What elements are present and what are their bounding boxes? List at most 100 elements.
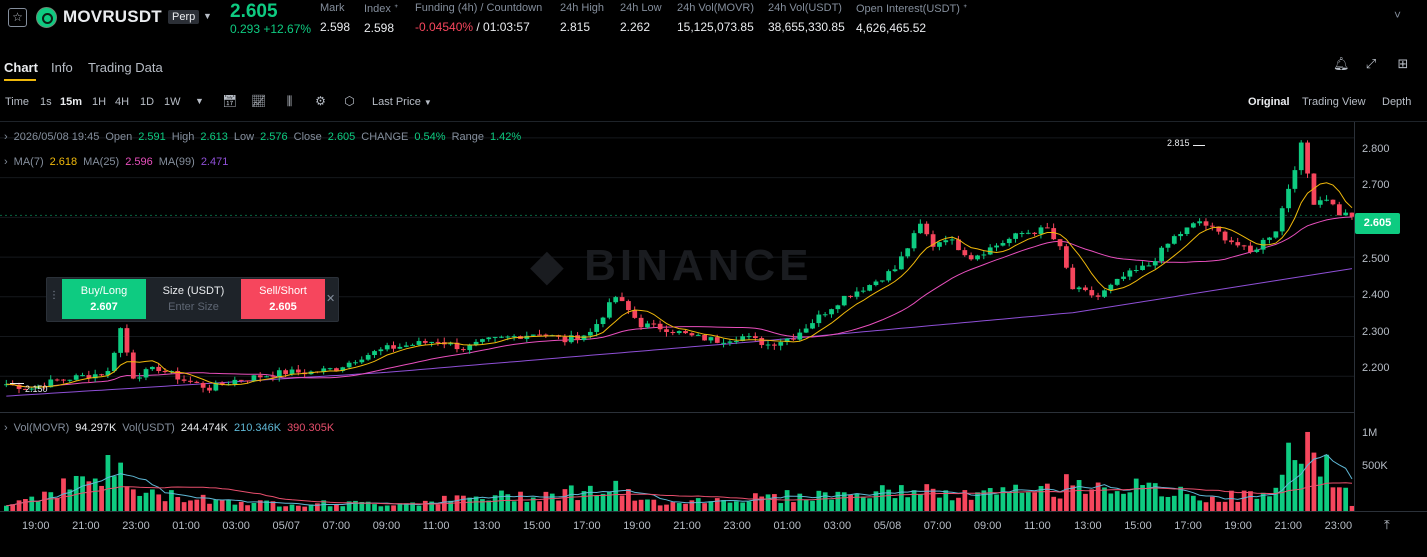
volume-bar: [1038, 486, 1044, 511]
tab-trading-data[interactable]: Trading Data: [88, 60, 163, 75]
volume-ma-lines: [6, 454, 1353, 507]
candle-body: [626, 301, 631, 311]
vol-legend-collapse-chevron-icon[interactable]: ›: [4, 422, 8, 434]
candle-body: [391, 345, 396, 349]
candle-body: [702, 334, 707, 341]
ma99-line: [6, 268, 1353, 397]
symbol-dropdown-chevron-icon[interactable]: ▼: [203, 11, 212, 21]
tools-hexagon-icon[interactable]: ⬡: [344, 94, 355, 108]
ma-legend-collapse-chevron-icon[interactable]: ›: [4, 156, 8, 168]
interval-15m[interactable]: 15m: [60, 96, 83, 108]
candle-body: [791, 338, 796, 340]
layout-grid-icon[interactable]: ⊞: [1397, 56, 1409, 71]
candle-body: [1127, 270, 1133, 277]
price-type-select[interactable]: Last Price ▼: [372, 96, 432, 108]
view-depth[interactable]: Depth: [1382, 96, 1412, 108]
more-intervals-chevron-icon[interactable]: ▼: [195, 96, 204, 106]
close-trade-panel-icon[interactable]: ✕: [326, 293, 336, 305]
price-axis-divider: [1354, 122, 1355, 512]
scroll-to-latest-icon[interactable]: ⤒: [1384, 517, 1390, 532]
volume-bar: [626, 489, 631, 511]
tab-info[interactable]: Info: [51, 60, 73, 75]
volume-bar: [397, 503, 403, 511]
fullscreen-expand-icon[interactable]: ⤢: [1365, 56, 1377, 71]
candle-body: [924, 223, 930, 235]
buy-long-button[interactable]: Buy/Long 2.607: [62, 279, 146, 319]
candle-body: [80, 375, 85, 377]
candle-body: [937, 242, 942, 247]
volume-bar: [1013, 484, 1018, 511]
favorite-star-icon[interactable]: ☆: [8, 8, 27, 27]
volume-bar: [714, 498, 720, 511]
interval-time[interactable]: Time: [5, 96, 30, 108]
interval-1s[interactable]: 1s: [40, 96, 52, 108]
candle-body: [1229, 240, 1234, 243]
view-original[interactable]: Original: [1248, 96, 1290, 108]
size-input-placeholder[interactable]: Enter Size: [168, 301, 219, 313]
interval-1h[interactable]: 1H: [92, 96, 107, 108]
candle-body: [994, 245, 999, 248]
interval-1d[interactable]: 1D: [140, 96, 155, 108]
candle-body: [987, 247, 993, 255]
candle-body: [1140, 265, 1145, 271]
candle-body: [188, 380, 193, 382]
ma7-polyline: [6, 182, 1353, 388]
interval-4h[interactable]: 4H: [115, 96, 130, 108]
sell-short-button[interactable]: Sell/Short 2.605: [241, 279, 325, 319]
interval-1w[interactable]: 1W: [164, 96, 181, 108]
header-collapse-chevron-icon[interactable]: ˅: [1394, 8, 1402, 22]
symbol-name[interactable]: MOVRUSDT: [63, 7, 162, 26]
candle-body: [1330, 199, 1336, 205]
volume-bar: [1051, 496, 1057, 511]
drag-handle-icon[interactable]: ⋮: [49, 290, 59, 301]
stat-funding: Funding (4h) / Countdown -0.04540% / 01:…: [415, 2, 543, 34]
volume-bar: [886, 489, 892, 511]
volume-bar: [683, 503, 688, 511]
candle-body: [118, 328, 124, 353]
candle-body: [905, 248, 911, 257]
volume-bar: [99, 485, 104, 511]
stat-24h-vol-movr: 24h Vol(MOVR) 15,125,073.85: [677, 2, 755, 34]
size-input-box[interactable]: Size (USDT) Enter Size: [146, 279, 241, 319]
indicators-chart-icon[interactable]: 📈︎: [251, 94, 267, 108]
candle-body: [365, 355, 371, 360]
candle-body: [156, 366, 162, 372]
volume-bar: [860, 496, 866, 511]
x-tick: 11:00: [1024, 520, 1051, 532]
x-tick: 17:00: [1174, 520, 1202, 532]
candle-body: [727, 341, 733, 343]
legend-collapse-chevron-icon[interactable]: ›: [4, 131, 8, 143]
volume-bar: [1229, 490, 1234, 511]
candle-body: [1317, 200, 1323, 205]
chart-settings-icon[interactable]: ⚙︎: [315, 94, 326, 108]
volume-bar: [1210, 496, 1215, 511]
candle-body: [543, 334, 549, 336]
candle-type-icon[interactable]: ⫼: [286, 94, 293, 108]
candlestick-chart[interactable]: [0, 122, 1427, 557]
view-trading-view[interactable]: Trading View: [1302, 96, 1366, 108]
volume-bar: [549, 493, 555, 511]
x-tick: 23:00: [723, 520, 751, 532]
volume-bar: [48, 492, 54, 511]
tab-chart[interactable]: Chart: [4, 60, 38, 75]
candle-body: [1152, 261, 1158, 266]
candle-body: [714, 337, 720, 343]
candle-body: [943, 240, 949, 243]
x-tick: 13:00: [1074, 520, 1102, 532]
candle-body: [181, 379, 187, 381]
volume-bar: [264, 500, 269, 511]
candle-body: [816, 314, 822, 324]
x-tick: 19:00: [1224, 520, 1252, 532]
volume-bar: [994, 494, 999, 511]
volume-bar: [238, 501, 244, 511]
candle-body: [92, 374, 98, 379]
volume-bar: [651, 499, 657, 511]
volume-ma25-polyline: [6, 482, 1353, 507]
candle-body: [886, 271, 892, 281]
volume-bar: [302, 506, 308, 511]
volume-bar: [1317, 476, 1323, 511]
volume-bar: [524, 501, 530, 511]
price-alert-bell-icon[interactable]: 🔔︎: [1333, 56, 1350, 71]
calendar-icon[interactable]: 📅︎: [222, 94, 238, 108]
volume-bar: [1025, 492, 1031, 511]
